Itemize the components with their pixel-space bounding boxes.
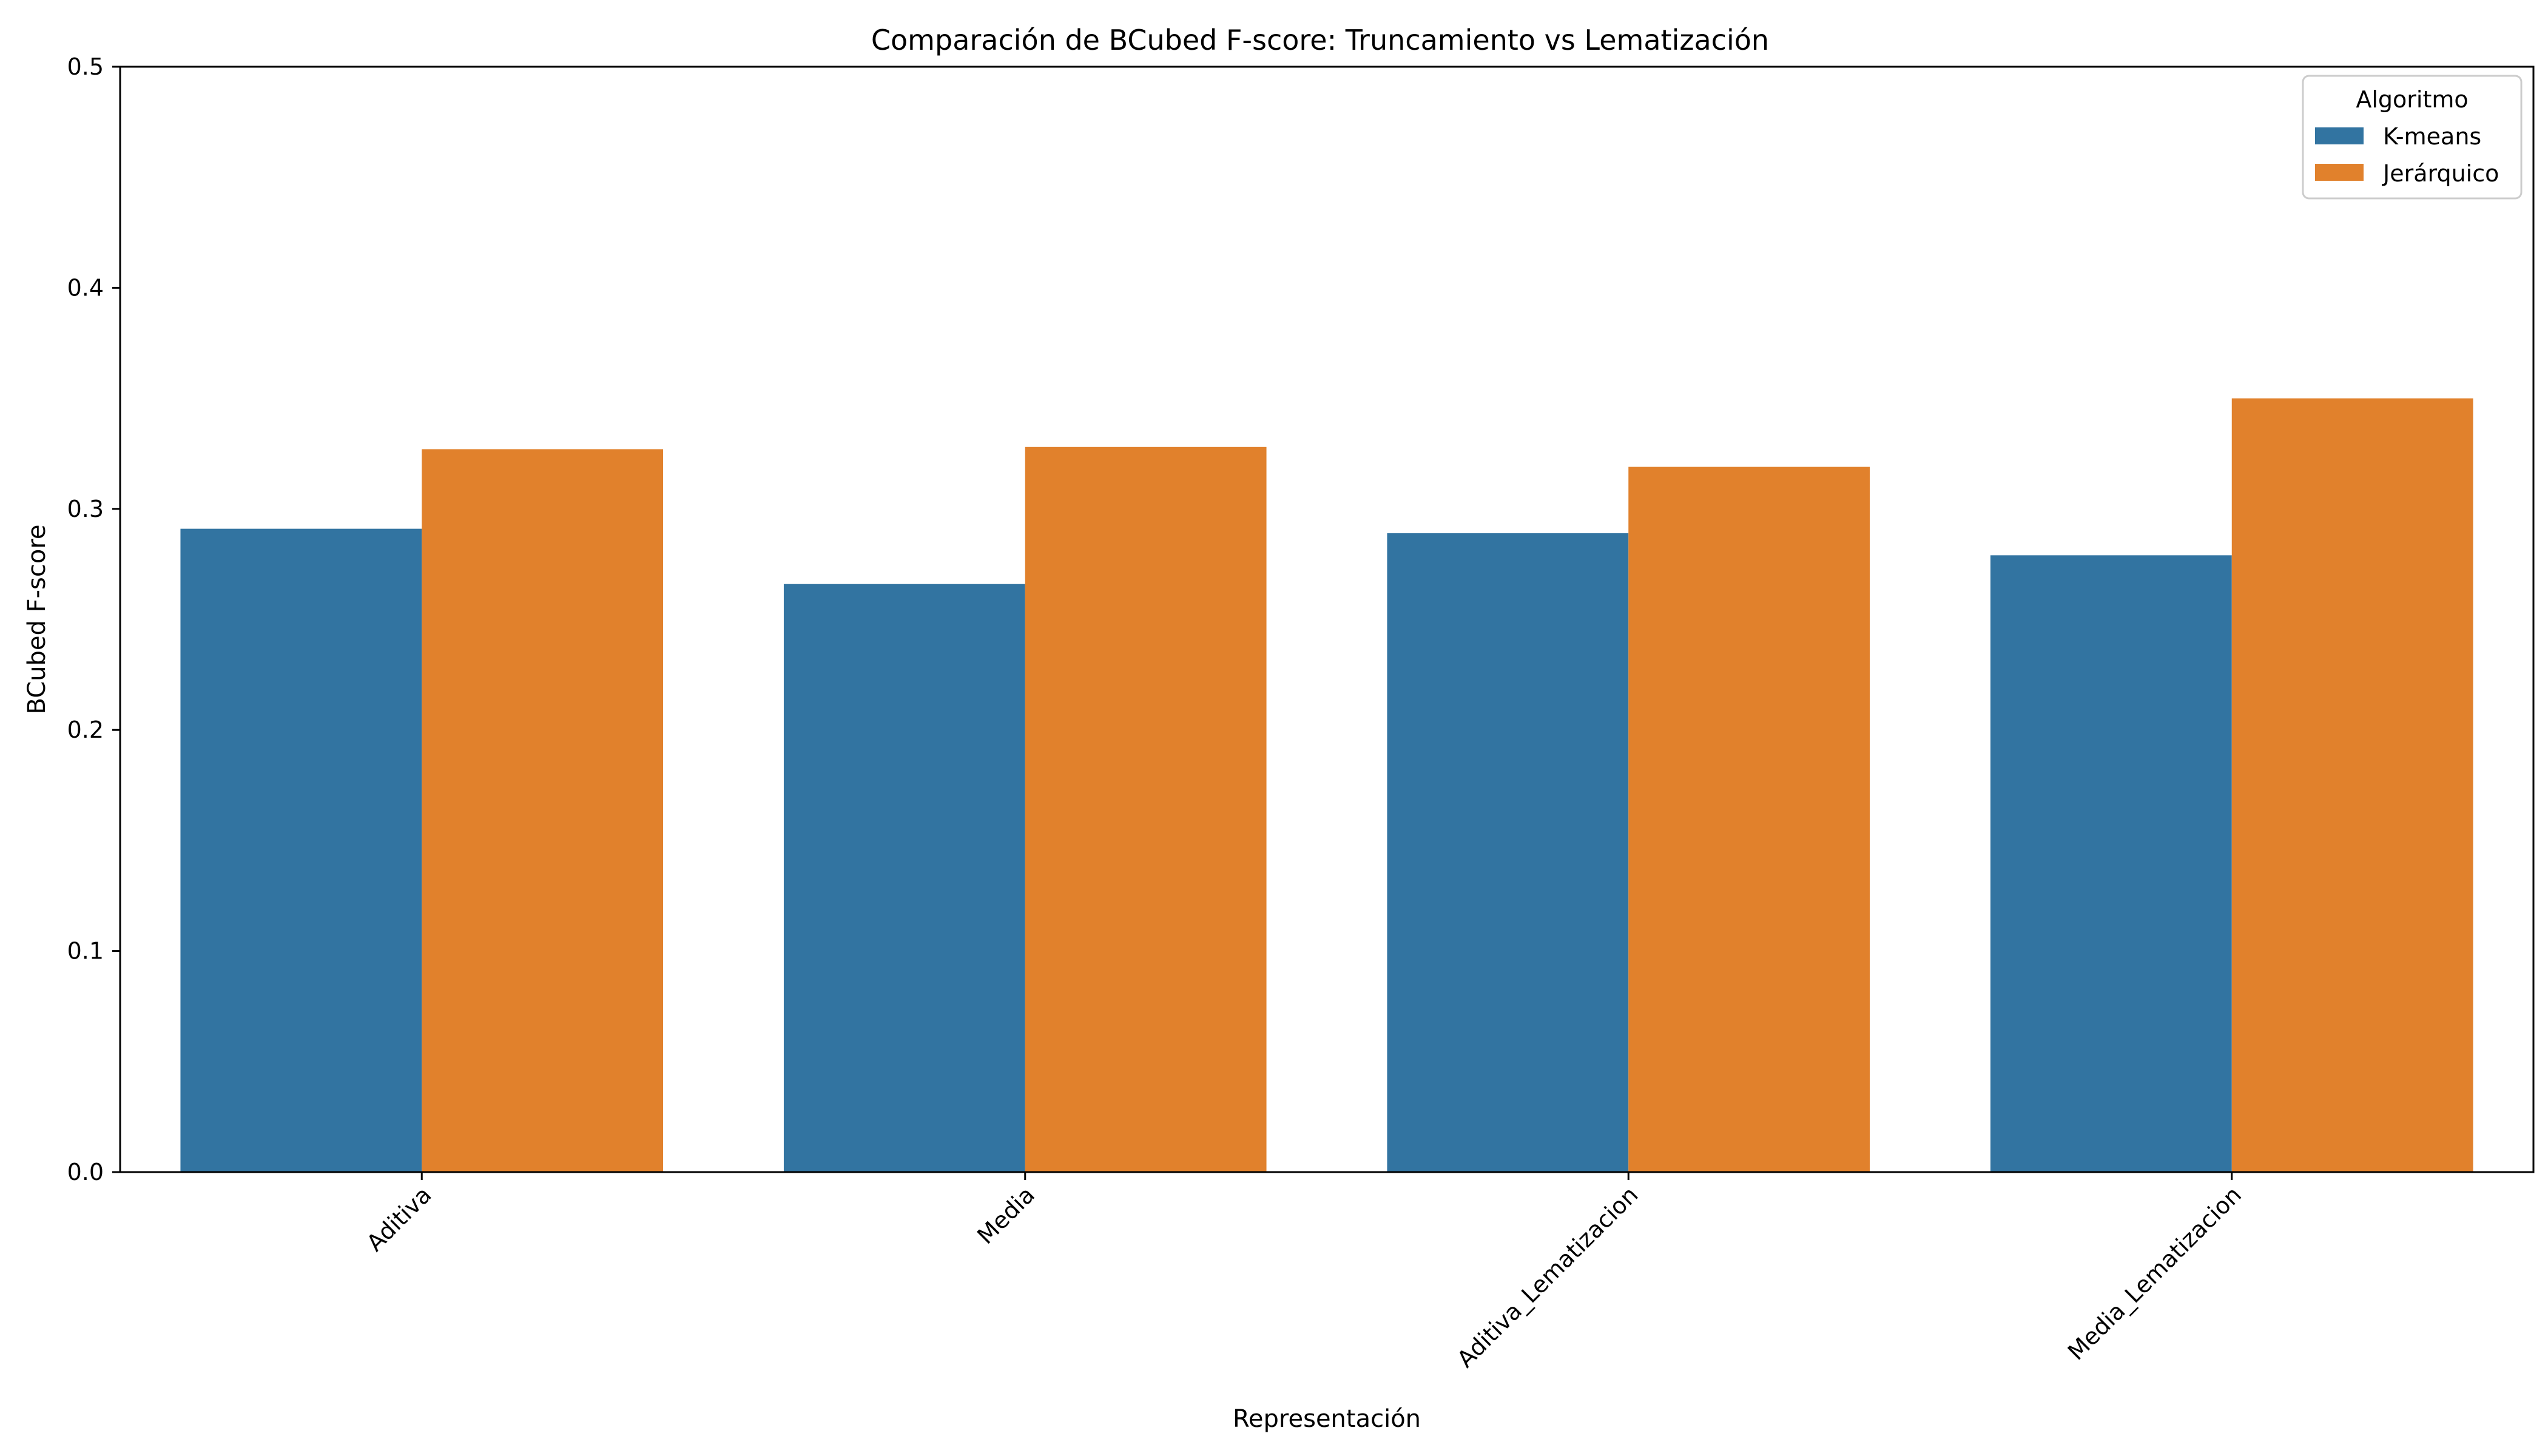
x-tick-label: Media — [972, 1181, 1040, 1249]
legend-swatch-jerarquico — [2315, 164, 2364, 181]
y-axis: 0.0 0.1 0.2 0.3 0.4 0.5 — [67, 53, 120, 1185]
bars-group — [180, 398, 2473, 1173]
bar-kmeans-2 — [1387, 533, 1629, 1172]
bar-jerarquico-3 — [2231, 398, 2473, 1172]
y-tick-label: 0.4 — [67, 274, 104, 301]
legend-label-kmeans: K-means — [2383, 123, 2481, 150]
y-tick-label: 0.1 — [67, 938, 104, 965]
legend-title: Algoritmo — [2356, 86, 2468, 113]
y-axis-label: BCubed F-score — [23, 524, 51, 714]
legend: Algoritmo K-means Jerárquico — [2302, 75, 2523, 200]
x-axis-label: Representación — [1233, 1405, 1421, 1433]
plot-frame — [119, 66, 2535, 1173]
x-tick-label: Aditiva — [362, 1181, 437, 1256]
legend-swatch-kmeans — [2315, 127, 2364, 144]
x-tick-label: Media_Lematizacion — [2063, 1181, 2246, 1365]
bar-kmeans-0 — [180, 528, 422, 1173]
x-tick-label: Aditiva_Lematizacion — [1452, 1181, 1643, 1372]
y-tick-label: 0.5 — [67, 53, 104, 80]
x-axis: Aditiva Media Aditiva_Lematizacion Media_Le… — [362, 1172, 2246, 1373]
legend-label-jerarquico: Jerárquico — [2382, 160, 2499, 187]
y-tick-label: 0.3 — [67, 496, 104, 522]
y-tick-label: 0.0 — [67, 1159, 104, 1185]
bar-jerarquico-2 — [1628, 467, 1870, 1173]
bar-jerarquico-0 — [422, 449, 664, 1172]
bar-jerarquico-1 — [1025, 447, 1267, 1172]
bar-kmeans-3 — [1990, 555, 2232, 1172]
chart-title: Comparación de BCubed F-score: Truncamie… — [871, 24, 1769, 56]
bar-kmeans-1 — [783, 584, 1025, 1172]
y-tick-label: 0.2 — [67, 716, 104, 743]
